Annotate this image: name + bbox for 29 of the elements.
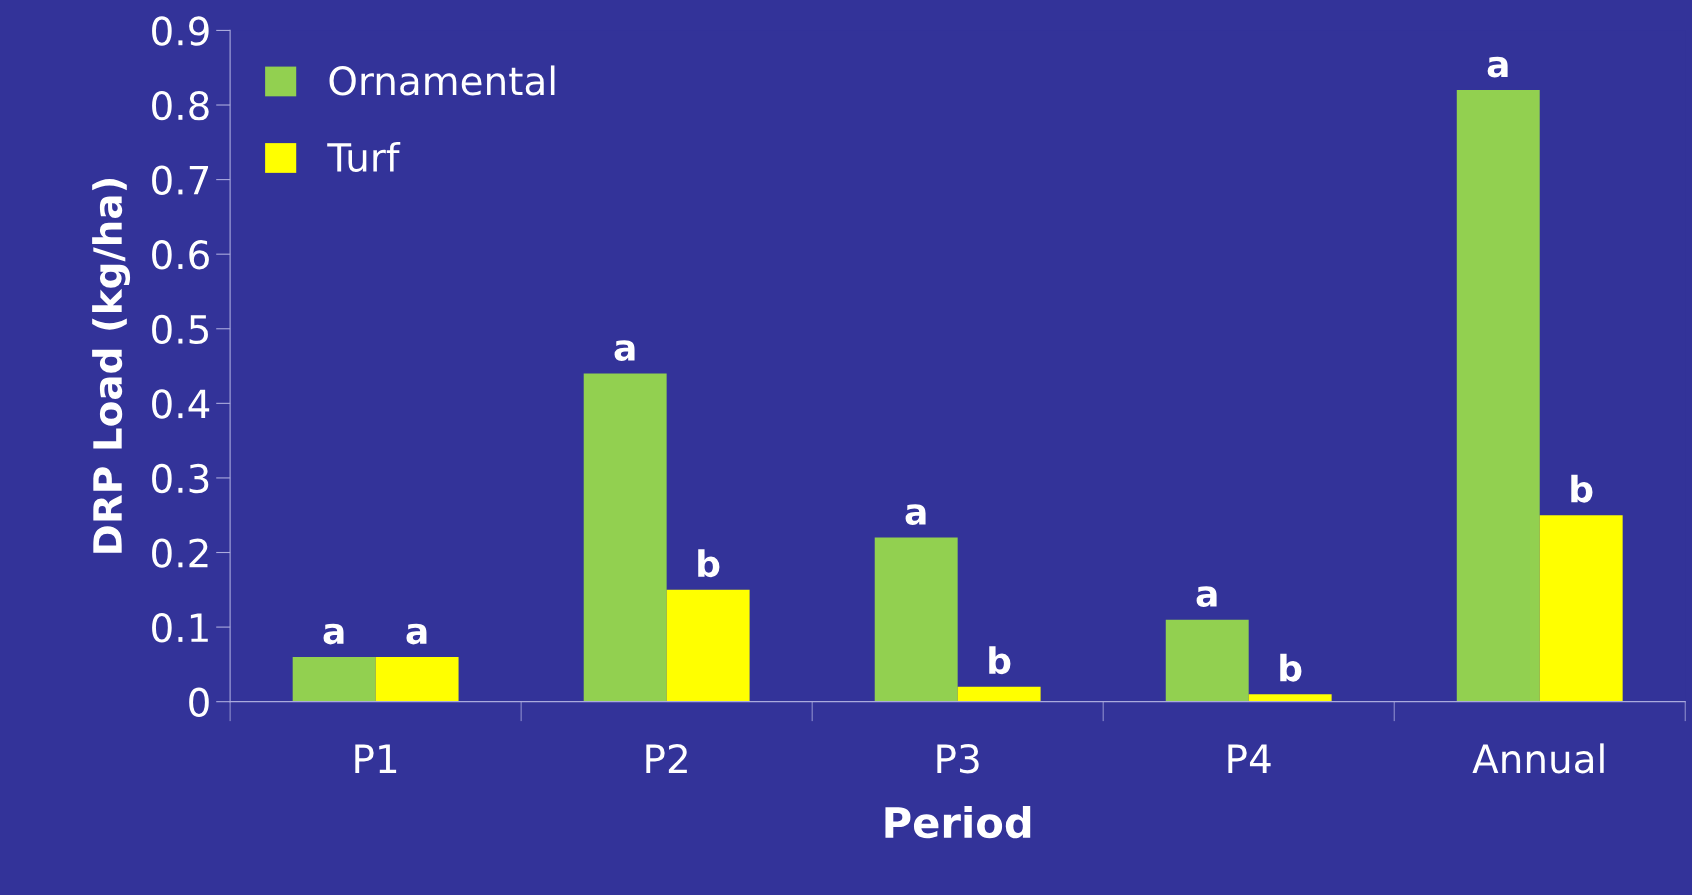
- y-tick-label: 0.2: [152, 538, 208, 568]
- y-tick-label: 0.8: [152, 90, 209, 121]
- x-tick-label: P4: [1228, 744, 1271, 773]
- data-label: b: [1571, 474, 1593, 503]
- x-axis-title: Period: [885, 805, 1031, 839]
- y-axis-title: DRP Load (kg/ha): [92, 179, 131, 553]
- data-label: a: [406, 623, 427, 645]
- data-label: a: [1487, 56, 1508, 78]
- data-label: b: [989, 646, 1011, 675]
- y-tick-label: 0.3: [152, 463, 209, 494]
- data-label: a: [614, 340, 635, 361]
- x-tick-label: P2: [646, 744, 687, 773]
- x-tick-label: P3: [937, 744, 979, 774]
- data-label: b: [698, 549, 720, 578]
- y-tick-label: 0.5: [152, 314, 208, 345]
- y-tick-label: 0.4: [152, 389, 210, 419]
- legend-label: Turf: [327, 141, 401, 173]
- data-label: a: [323, 623, 344, 645]
- x-tick-label: P1: [355, 744, 397, 773]
- legend-label: Ornamental: [329, 65, 555, 96]
- y-tick-label: 0.7: [152, 165, 209, 195]
- data-label: a: [905, 504, 926, 526]
- data-label: a: [1196, 586, 1217, 608]
- y-tick-label: 0: [189, 687, 209, 718]
- x-tick-label: Annual: [1472, 743, 1604, 774]
- data-label: b: [1280, 653, 1302, 682]
- y-tick-label: 0.1: [152, 613, 208, 643]
- y-tick-label: 0.9: [152, 16, 209, 46]
- y-tick-label: 0.6: [152, 240, 209, 270]
